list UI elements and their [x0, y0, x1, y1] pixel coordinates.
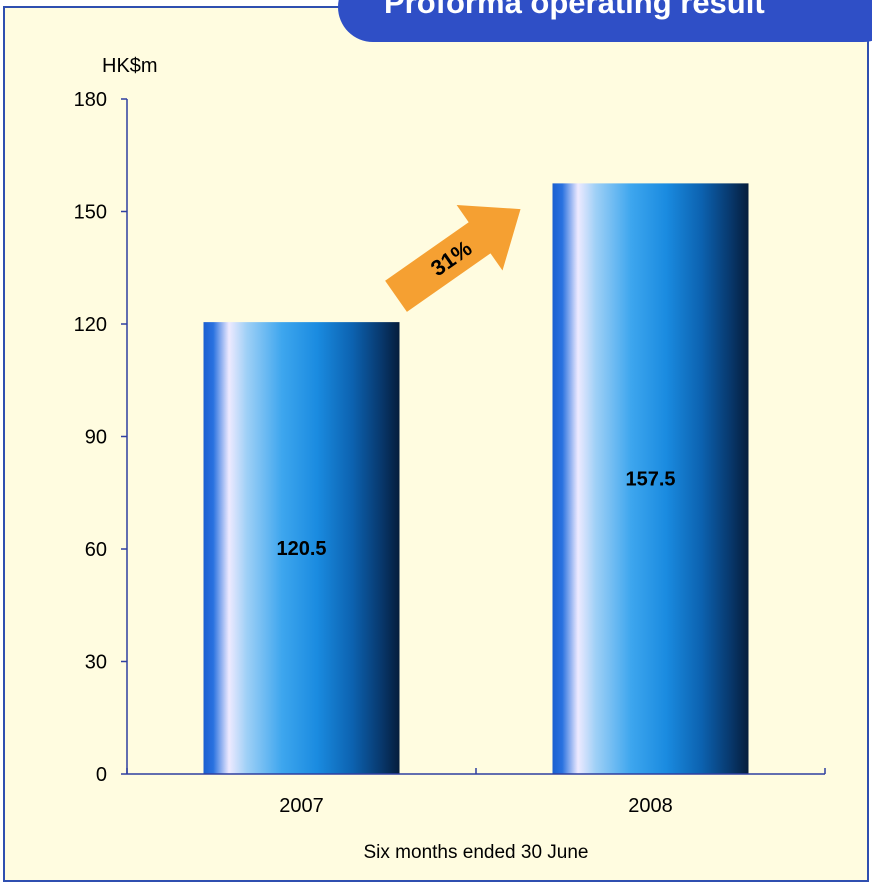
bar-value-label: 120.5 [276, 538, 326, 560]
y-tick-label: 120 [74, 314, 107, 336]
bar-2008 [552, 183, 749, 774]
y-tick-label: 180 [74, 89, 107, 111]
bar-2007 [203, 322, 400, 774]
y-tick-label: 60 [85, 539, 107, 561]
x-tick-label: 2007 [279, 795, 324, 817]
y-tick-label: 90 [85, 427, 107, 449]
data-labels: 120.5 157.5 [276, 469, 675, 560]
y-axis-label: HK$m [102, 55, 158, 77]
x-tick-label: 2008 [628, 795, 673, 817]
bar-value-label: 157.5 [625, 469, 675, 491]
title-tab: Proforma operating result [338, 0, 872, 42]
x-ticks: 2007 2008 [126, 768, 826, 817]
growth-arrow-shape [385, 205, 521, 312]
y-tick-label: 150 [74, 202, 107, 224]
chart-title: Proforma operating result [384, 0, 765, 20]
x-axis-label: Six months ended 30 June [364, 842, 589, 863]
growth-arrow-icon: 31% [385, 205, 521, 312]
y-tick-label: 30 [85, 652, 107, 674]
y-ticks: 0 30 60 90 120 150 180 [74, 89, 127, 786]
y-tick-label: 0 [96, 764, 107, 786]
bars-layer [203, 183, 749, 774]
